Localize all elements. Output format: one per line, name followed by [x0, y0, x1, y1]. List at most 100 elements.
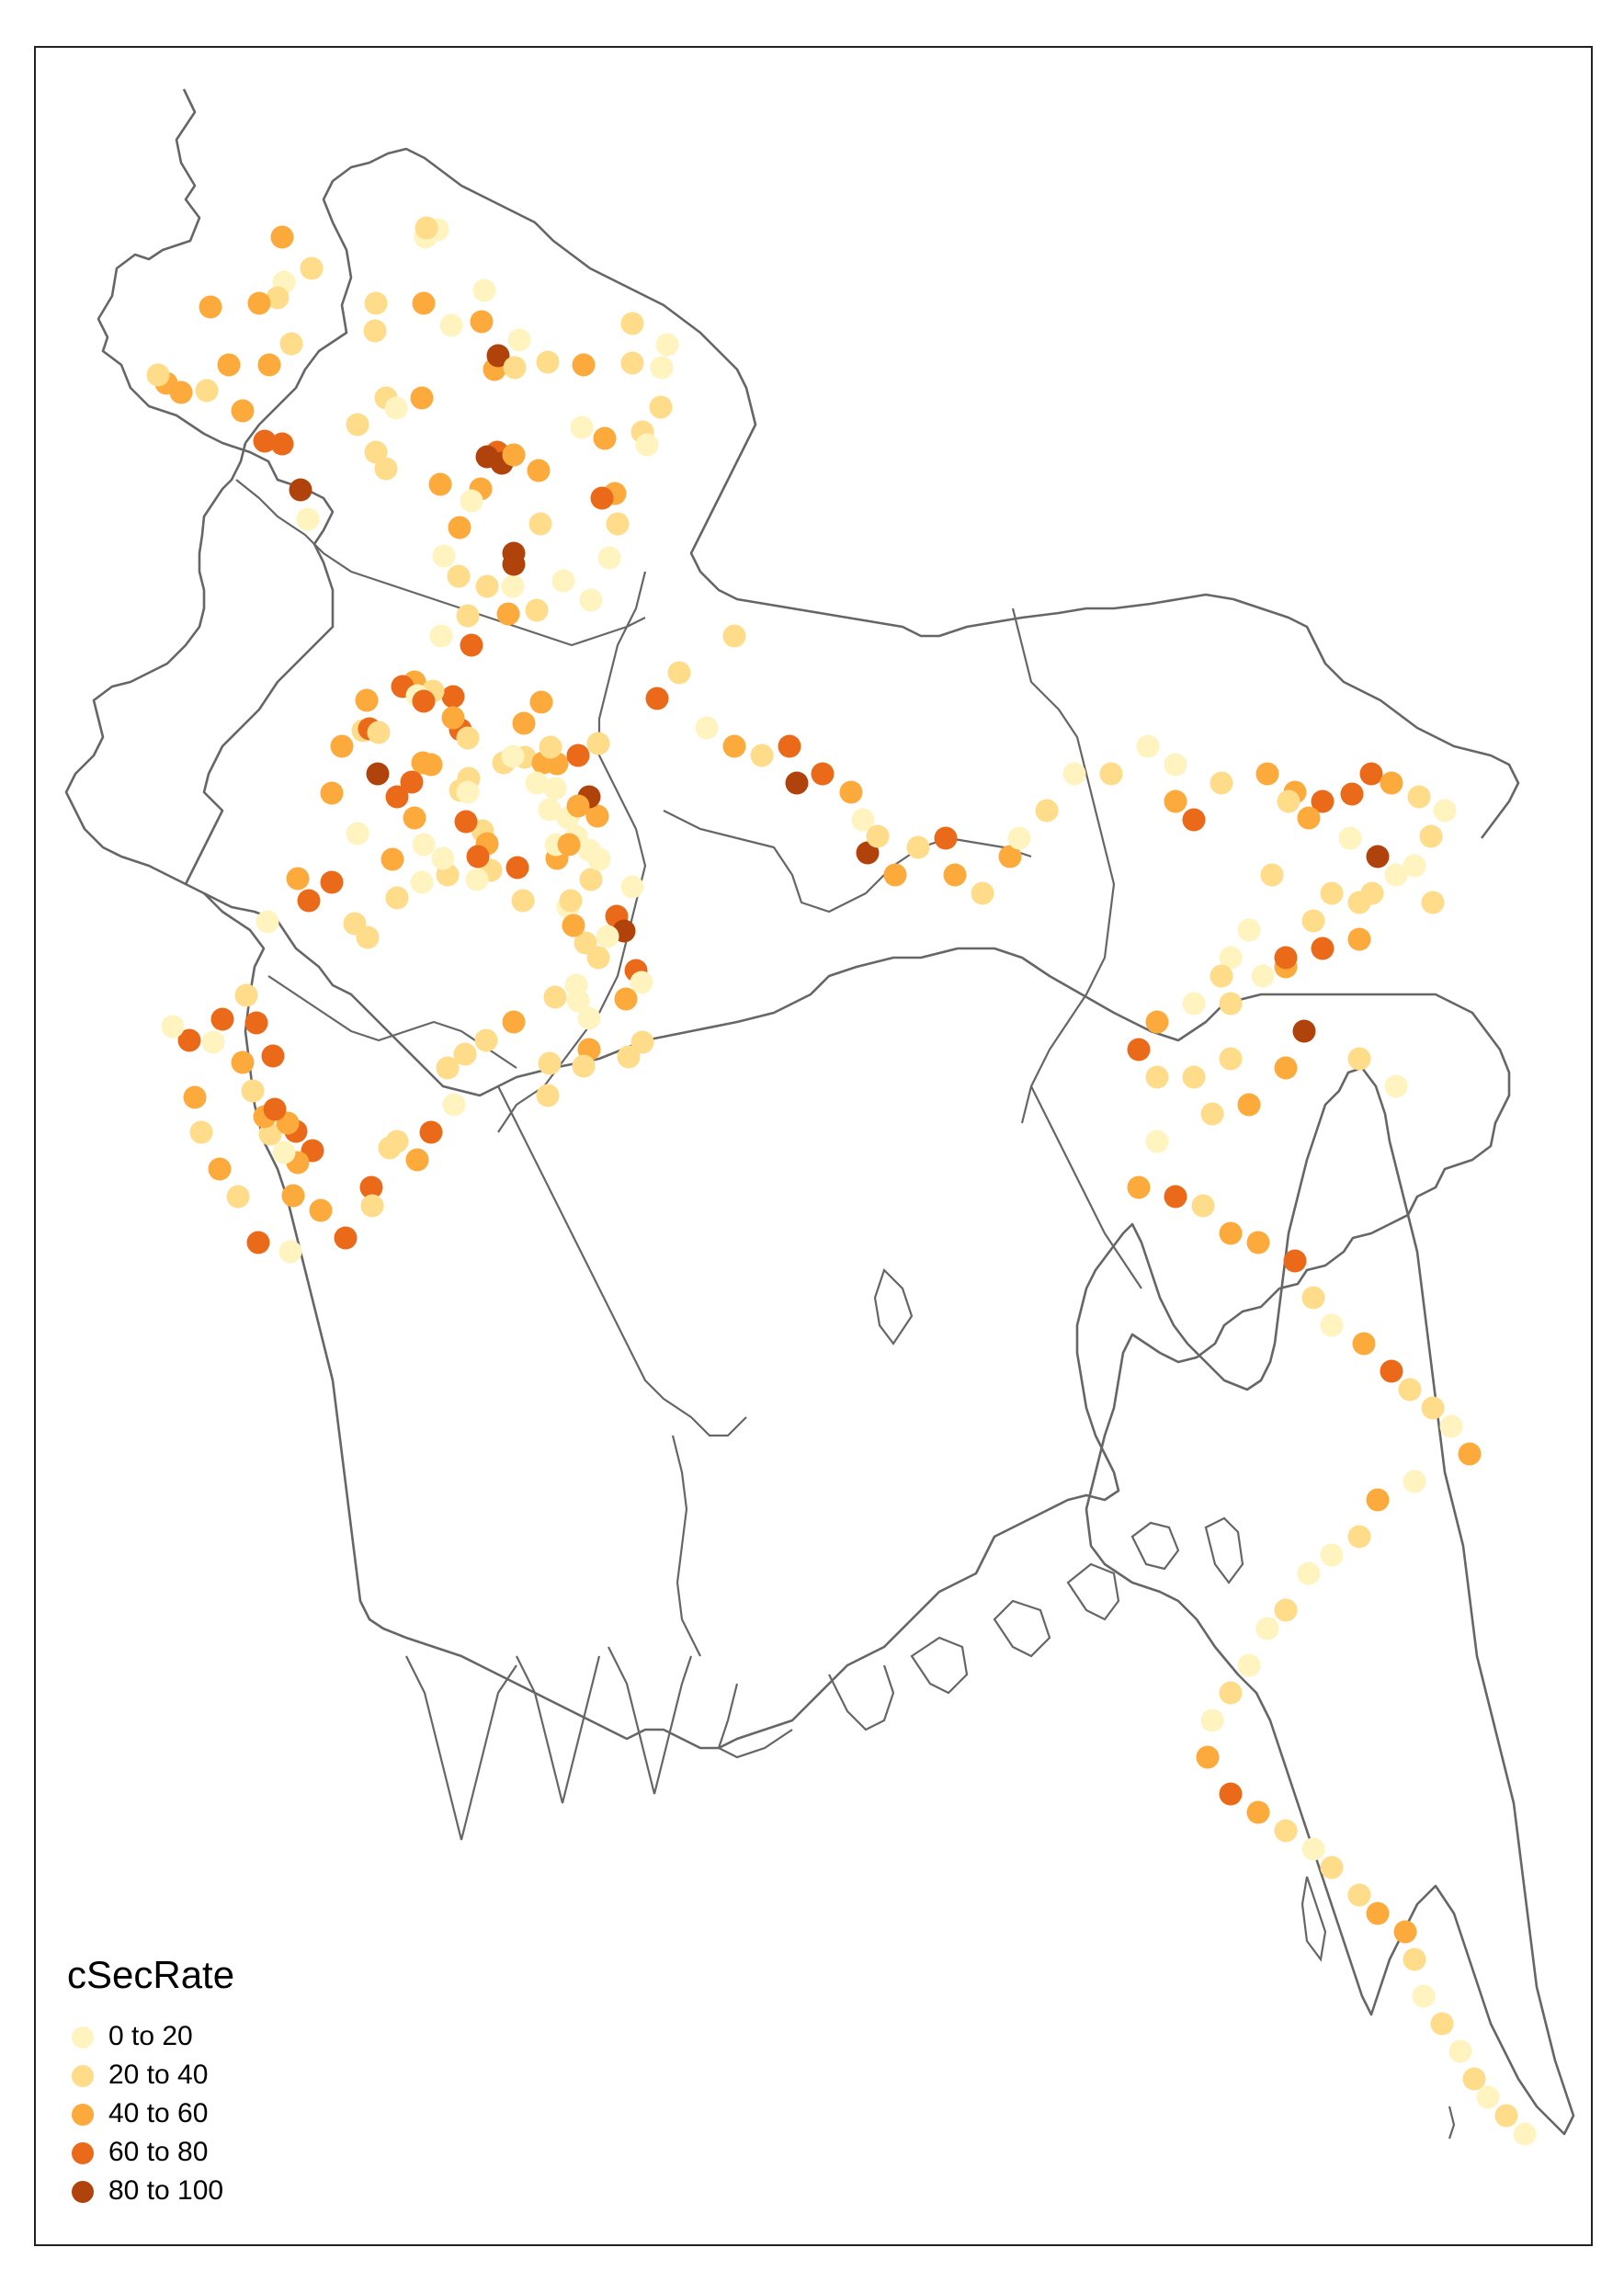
- data-point: [570, 415, 594, 439]
- data-point: [441, 685, 465, 709]
- data-point: [247, 291, 271, 315]
- data-point: [447, 564, 471, 588]
- data-point: [189, 1120, 213, 1144]
- data-point: [346, 413, 369, 437]
- data-point: [1246, 1800, 1270, 1824]
- data-point: [146, 363, 170, 387]
- data-point: [630, 971, 653, 994]
- legend-swatch: [72, 2065, 94, 2087]
- data-point: [1255, 762, 1279, 786]
- data-point: [208, 1157, 232, 1181]
- division-boundary: [497, 1085, 747, 1437]
- data-point: [620, 351, 644, 375]
- data-point: [428, 472, 452, 496]
- data-point: [258, 1122, 282, 1146]
- data-point: [1366, 1488, 1390, 1512]
- data-point: [585, 804, 609, 828]
- data-point: [525, 771, 549, 795]
- data-point: [655, 333, 679, 357]
- data-point: [359, 1175, 383, 1199]
- data-point: [231, 1050, 255, 1074]
- data-point: [538, 1051, 562, 1075]
- data-point: [572, 1054, 596, 1078]
- data-point: [1384, 863, 1408, 887]
- legend-label: 60 to 80: [108, 2137, 209, 2167]
- data-point: [1430, 2012, 1454, 2036]
- map-frame: [34, 46, 1593, 2246]
- data-point: [1062, 762, 1086, 786]
- country-outline: [64, 88, 1575, 2136]
- data-point: [1251, 964, 1275, 988]
- data-point: [839, 780, 863, 804]
- data-point: [241, 1079, 265, 1103]
- data-point: [883, 863, 907, 887]
- data-point: [750, 744, 774, 767]
- data-point: [442, 1093, 466, 1117]
- data-point: [355, 688, 379, 712]
- data-point: [507, 328, 531, 352]
- data-point: [270, 432, 294, 456]
- data-point: [1219, 946, 1243, 970]
- data-point: [866, 824, 890, 848]
- data-point: [364, 440, 388, 464]
- data-point: [456, 726, 480, 750]
- division-boundary: [235, 479, 646, 647]
- data-point: [177, 1028, 201, 1052]
- data-point: [1419, 824, 1443, 848]
- data-point: [405, 1148, 429, 1172]
- data-point: [429, 624, 453, 648]
- data-point: [366, 762, 390, 786]
- data-point: [1182, 808, 1206, 832]
- data-point: [538, 798, 562, 822]
- legend-label: 80 to 100: [108, 2175, 224, 2206]
- data-point: [1136, 734, 1160, 758]
- data-point: [525, 598, 549, 622]
- data-point: [614, 987, 638, 1011]
- data-point: [364, 291, 388, 315]
- data-point: [1366, 845, 1390, 868]
- data-point: [244, 1011, 268, 1035]
- data-point: [1200, 1708, 1224, 1732]
- data-point: [1359, 762, 1383, 786]
- data-point: [536, 350, 560, 374]
- data-point: [320, 781, 344, 805]
- data-point: [617, 1045, 641, 1069]
- data-point: [1380, 1359, 1403, 1383]
- data-point: [346, 822, 369, 846]
- data-point: [1219, 1681, 1243, 1705]
- data-point: [1237, 1653, 1261, 1677]
- division-boundary: [1011, 607, 1116, 1124]
- coastline-islands: [405, 1267, 1456, 2140]
- legend-swatch: [72, 2142, 94, 2164]
- data-point: [454, 810, 478, 834]
- data-point: [566, 794, 590, 818]
- data-point: [562, 914, 585, 937]
- data-point: [606, 512, 630, 536]
- legend: cSecRate 0 to 20 20 to 40 40 to 60 60 to…: [67, 1953, 361, 2206]
- data-point: [527, 459, 551, 482]
- data-point: [1347, 927, 1371, 951]
- data-point: [1439, 1414, 1463, 1438]
- data-point: [1412, 1984, 1436, 2008]
- data-point: [475, 574, 499, 598]
- legend-item: 20 to 40: [72, 2058, 347, 2096]
- data-point: [1403, 1470, 1426, 1493]
- data-point: [356, 925, 380, 949]
- data-point: [1297, 1561, 1321, 1585]
- data-point: [1145, 1010, 1169, 1034]
- data-point: [226, 1185, 250, 1209]
- data-point: [536, 1084, 560, 1107]
- data-point: [286, 867, 310, 891]
- data-point: [649, 395, 673, 419]
- data-point: [1209, 964, 1233, 988]
- data-point: [579, 588, 603, 612]
- data-point: [1292, 1019, 1316, 1043]
- data-point: [1347, 1525, 1371, 1549]
- data-point: [474, 1028, 498, 1052]
- data-point: [263, 1097, 287, 1121]
- data-point: [300, 256, 324, 280]
- data-point: [543, 777, 567, 800]
- data-point: [650, 356, 674, 380]
- data-point: [374, 457, 398, 481]
- data-point: [475, 445, 499, 469]
